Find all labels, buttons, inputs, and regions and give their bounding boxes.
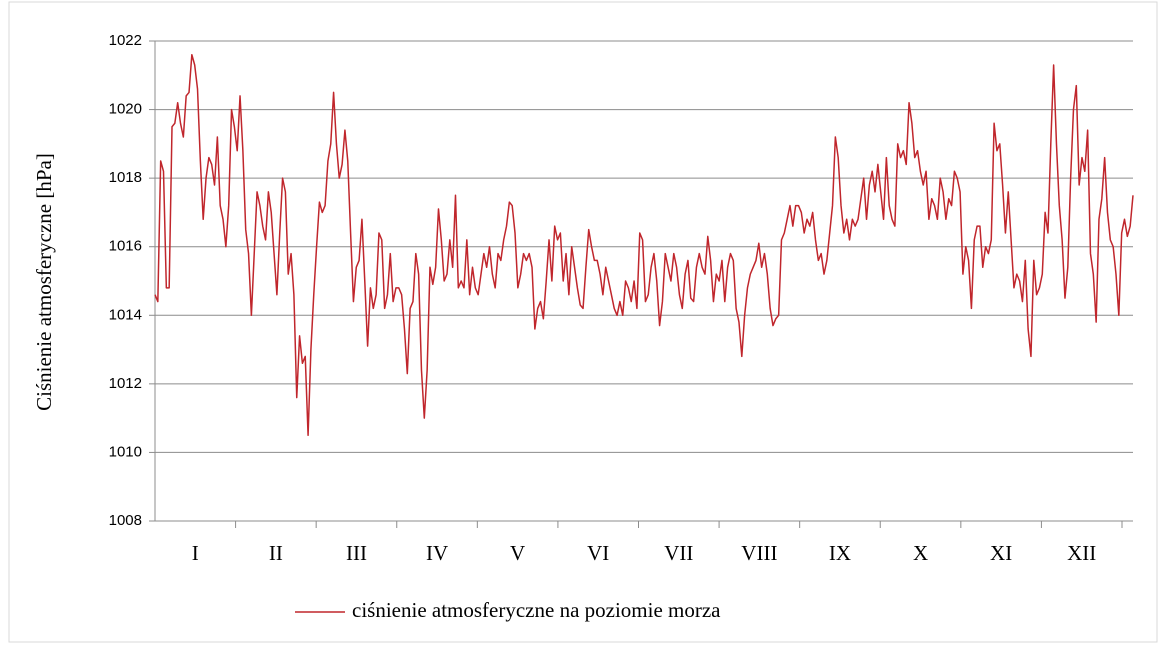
- y-axis-label: Ciśnienie atmosferyczne [hPa]: [32, 153, 56, 411]
- x-tick-label: XI: [990, 541, 1012, 565]
- y-tick-label: 1008: [109, 512, 142, 529]
- y-tick-label: 1018: [109, 169, 142, 186]
- x-tick-label: VII: [664, 541, 693, 565]
- y-tick-label: 1010: [109, 443, 142, 460]
- x-tick-label: I: [192, 541, 199, 565]
- data-line: [154, 53, 1134, 437]
- x-tick-label: II: [269, 541, 283, 565]
- x-tick-label: IV: [426, 541, 448, 565]
- y-tick-label: 1022: [109, 32, 142, 49]
- x-tick-label: V: [510, 541, 525, 565]
- y-tick-label: 1016: [109, 238, 142, 255]
- x-tick-label: X: [913, 541, 928, 565]
- x-tick-label: IX: [829, 541, 851, 565]
- chart-frame: [8, 1, 1158, 643]
- x-tick-label: XII: [1067, 541, 1096, 565]
- y-tick-label: 1014: [109, 306, 142, 323]
- y-tick-label: 1020: [109, 101, 142, 118]
- x-tick-label: III: [346, 541, 367, 565]
- y-tick-label: 1012: [109, 375, 142, 392]
- legend-label: ciśnienie atmosferyczne na poziomie morz…: [352, 598, 721, 622]
- x-tick-label: VIII: [741, 541, 777, 565]
- x-tick-label: VI: [587, 541, 609, 565]
